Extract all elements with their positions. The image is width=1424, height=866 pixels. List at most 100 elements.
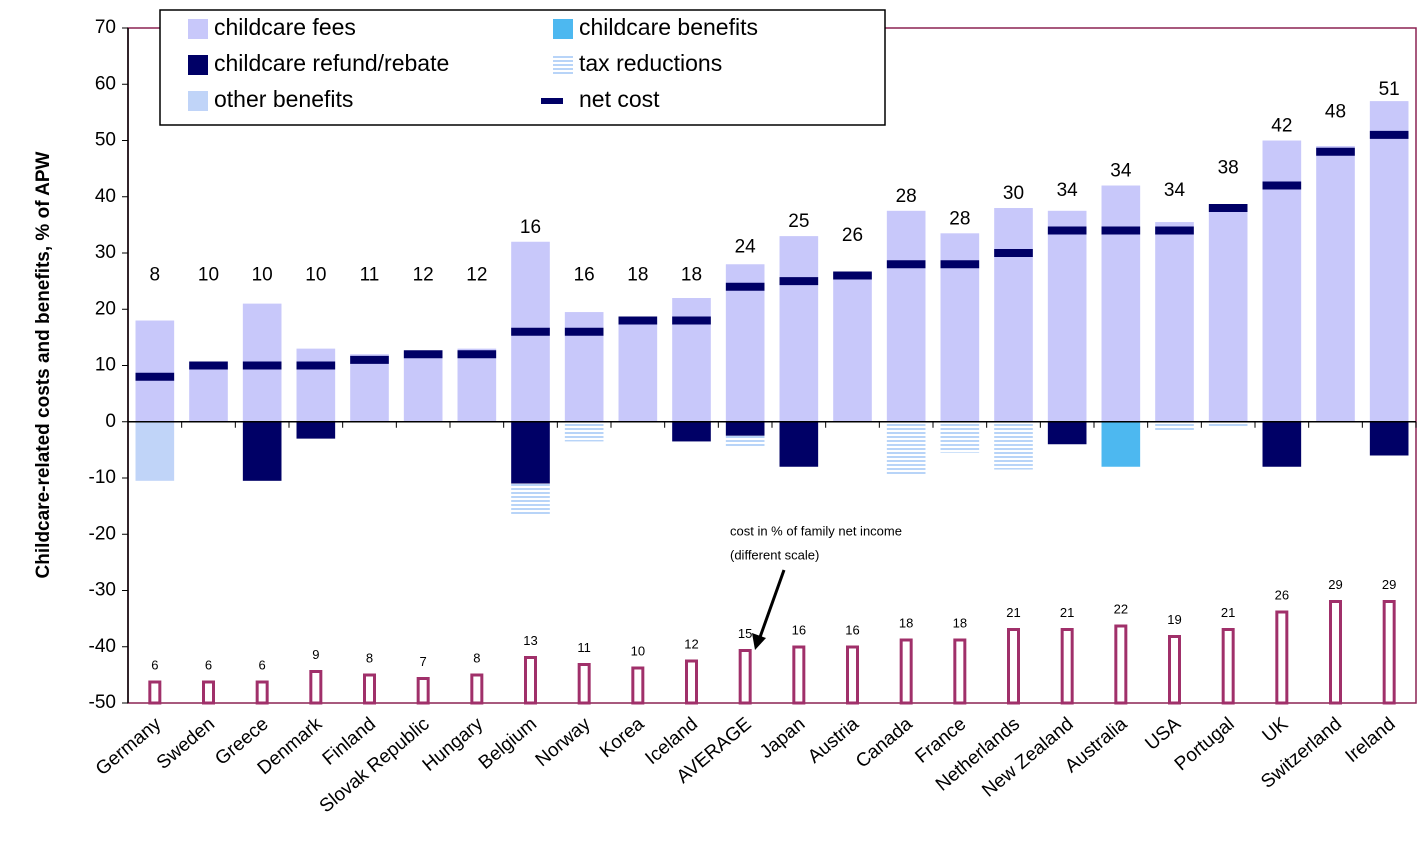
- family-income-label: 21: [1221, 605, 1235, 620]
- family-income-bar: [309, 670, 323, 705]
- family-income-bar: [899, 638, 913, 705]
- x-tick-label: USA: [1142, 713, 1186, 754]
- net-cost-label: 10: [252, 265, 273, 286]
- family-income-bar: [470, 673, 484, 705]
- legend-label: childcare refund/rebate: [214, 50, 449, 76]
- y-tick-label: 60: [95, 73, 116, 94]
- legend-swatch: [541, 98, 563, 104]
- bar-childcare-fees: [833, 272, 872, 422]
- family-income-bar: [1382, 600, 1396, 705]
- y-tick-label: -30: [89, 580, 116, 601]
- family-income-bar: [846, 645, 859, 705]
- net-cost-label: 34: [1057, 180, 1079, 201]
- net-cost-marker: [940, 260, 980, 269]
- bar-negative: [1262, 421, 1302, 467]
- net-cost-marker: [511, 327, 550, 336]
- net-cost-label: 28: [949, 208, 970, 229]
- net-cost-label: 11: [360, 265, 380, 286]
- x-tick-label: UK: [1259, 713, 1293, 746]
- bar-negative: [242, 421, 282, 481]
- net-cost-label: 38: [1218, 158, 1239, 179]
- y-tick-label: 50: [95, 130, 116, 151]
- family-income-bar: [1168, 635, 1181, 705]
- family-income-label: 7: [420, 654, 427, 669]
- legend-label: childcare fees: [214, 14, 356, 40]
- family-income-bar: [148, 680, 162, 705]
- y-tick-label: 30: [95, 242, 116, 263]
- bar-childcare-fees: [1155, 222, 1194, 422]
- legend-label: childcare benefits: [579, 14, 758, 40]
- bar-negative: [1155, 421, 1194, 431]
- legend-label: net cost: [579, 86, 660, 112]
- net-cost-label: 25: [788, 211, 809, 232]
- annotation-arrowhead: [752, 633, 766, 650]
- bar-negative: [725, 421, 765, 436]
- net-cost-marker: [1208, 204, 1248, 212]
- net-cost-marker: [189, 361, 228, 370]
- bar-negative: [1101, 421, 1141, 467]
- bar-negative: [511, 421, 550, 484]
- family-income-bar: [416, 677, 430, 705]
- bar-childcare-fees: [135, 320, 175, 422]
- net-cost-label: 48: [1325, 101, 1346, 122]
- annotation: (different scale): [730, 547, 819, 562]
- net-cost-marker: [833, 271, 872, 280]
- net-cost-marker: [1316, 147, 1355, 156]
- family-income-bar: [631, 666, 645, 705]
- net-cost-label: 34: [1164, 180, 1186, 201]
- net-cost-label: 42: [1271, 116, 1292, 137]
- family-income-bar: [255, 680, 269, 705]
- net-cost-marker: [672, 316, 711, 325]
- net-cost-marker: [1047, 226, 1087, 235]
- family-income-bar: [792, 645, 806, 705]
- legend-swatch: [188, 55, 208, 75]
- y-tick-label: -40: [89, 636, 116, 657]
- y-tick-label: 10: [95, 355, 116, 376]
- bar-childcare-fees: [1208, 205, 1248, 422]
- x-tick-label: Hungary: [419, 713, 488, 776]
- family-income-bar: [1329, 600, 1342, 705]
- net-cost-label: 8: [150, 265, 161, 286]
- bar-negative: [886, 421, 926, 476]
- y-tick-label: 20: [95, 298, 116, 319]
- net-cost-marker: [296, 361, 336, 370]
- legend-label: other benefits: [214, 86, 353, 112]
- family-income-label: 29: [1382, 577, 1396, 592]
- family-income-label: 6: [151, 657, 158, 672]
- family-income-label: 16: [792, 622, 806, 637]
- net-cost-marker: [1369, 130, 1409, 139]
- bar-negative: [1369, 421, 1409, 456]
- legend-label: tax reductions: [579, 50, 722, 76]
- bar-childcare-fees: [457, 348, 497, 422]
- family-income-bar: [1114, 624, 1128, 705]
- net-cost-marker: [1262, 181, 1302, 190]
- bar-childcare-fees: [994, 208, 1033, 422]
- bar-negative: [1208, 421, 1248, 428]
- net-cost-label: 12: [466, 265, 487, 286]
- family-income-bar: [738, 649, 752, 705]
- family-income-label: 22: [1114, 601, 1128, 616]
- family-income-bar: [363, 673, 376, 705]
- net-cost-label: 24: [735, 236, 757, 257]
- x-tick-label: Norway: [532, 713, 595, 771]
- family-income-label: 21: [1006, 605, 1020, 620]
- bar-negative: [779, 421, 819, 467]
- net-cost-label: 18: [627, 265, 648, 286]
- y-tick-label: -20: [89, 523, 116, 544]
- net-cost-marker: [1155, 226, 1194, 235]
- y-tick-label: 40: [95, 186, 116, 207]
- net-cost-label: 26: [842, 225, 863, 246]
- family-income-label: 13: [523, 633, 537, 648]
- family-income-bar: [577, 663, 591, 705]
- y-tick-label: -50: [89, 692, 116, 713]
- y-axis-label: Childcare-related costs and benefits, % …: [33, 152, 54, 579]
- family-income-bar: [202, 680, 215, 705]
- net-cost-label: 30: [1003, 183, 1024, 204]
- net-cost-marker: [242, 361, 282, 370]
- family-income-label: 19: [1167, 612, 1181, 627]
- bar-childcare-fees: [1369, 101, 1409, 422]
- net-cost-marker: [457, 350, 497, 359]
- family-income-label: 16: [845, 622, 859, 637]
- x-tick-label: Canada: [852, 713, 917, 772]
- family-income-label: 15: [738, 626, 752, 641]
